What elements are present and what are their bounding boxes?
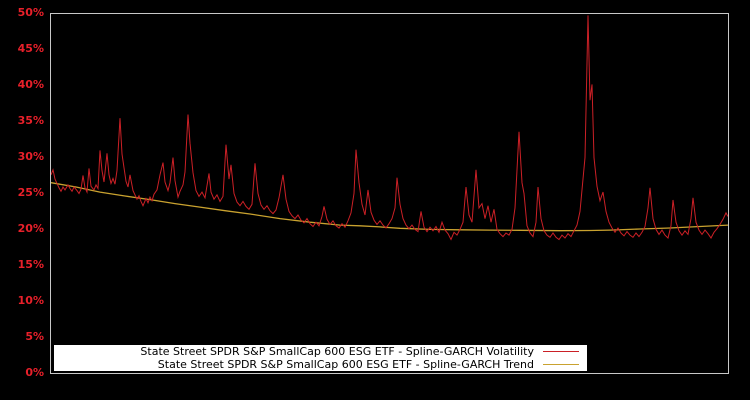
y-axis-tick-label: 15% bbox=[17, 258, 44, 271]
y-axis-tick-label: 0% bbox=[25, 366, 44, 379]
volatility-series-line bbox=[51, 15, 728, 241]
legend: State Street SPDR S&P SmallCap 600 ESG E… bbox=[54, 345, 587, 371]
chart-canvas bbox=[51, 15, 728, 241]
y-axis-tick-label: 50% bbox=[17, 6, 44, 19]
trend-line-sample-icon bbox=[543, 364, 579, 365]
volatility-line-sample-icon bbox=[543, 351, 579, 352]
y-axis-tick-label: 40% bbox=[17, 78, 44, 91]
y-axis-tick-label: 25% bbox=[17, 186, 44, 199]
y-axis-tick-label: 30% bbox=[17, 150, 44, 163]
y-axis-tick-label: 45% bbox=[17, 42, 44, 55]
legend-label-volatility: State Street SPDR S&P SmallCap 600 ESG E… bbox=[140, 345, 534, 358]
y-axis-tick-label: 35% bbox=[17, 114, 44, 127]
legend-item-volatility: State Street SPDR S&P SmallCap 600 ESG E… bbox=[54, 345, 587, 358]
legend-item-trend: State Street SPDR S&P SmallCap 600 ESG E… bbox=[54, 358, 587, 371]
y-axis-tick-label: 20% bbox=[17, 222, 44, 235]
y-axis-tick-label: 10% bbox=[17, 294, 44, 307]
legend-label-trend: State Street SPDR S&P SmallCap 600 ESG E… bbox=[157, 358, 534, 371]
trend-series-line bbox=[51, 182, 728, 232]
y-axis-tick-label: 5% bbox=[25, 330, 44, 343]
plot-area: State Street SPDR S&P SmallCap 600 ESG E… bbox=[50, 13, 729, 374]
y-axis: 0% 5% 10% 15% 20% 25% 30% 35% 40% 45% 50% bbox=[0, 0, 46, 400]
